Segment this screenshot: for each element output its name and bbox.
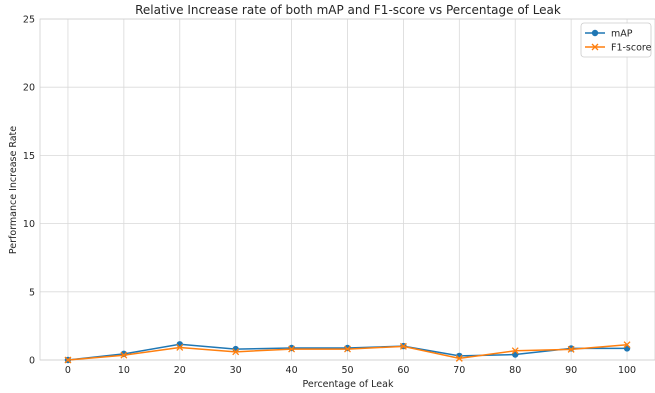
- grid-lines: [40, 18, 655, 361]
- x-tick-label: 70: [453, 365, 465, 376]
- data-point: [399, 342, 407, 350]
- data-point: [344, 344, 351, 352]
- plot-frame: [39, 18, 655, 361]
- x-tick-label: 40: [286, 365, 298, 376]
- data-point: [567, 345, 575, 352]
- x-axis-label: Percentage of Leak: [303, 379, 394, 390]
- y-axis-label: Performance Increase Rate: [8, 126, 19, 254]
- x-axis-ticks: 0 10 20 30 40 50 60 70 80 90 100: [65, 365, 636, 376]
- legend-marker: [591, 43, 599, 51]
- x-tick-label: 80: [509, 365, 521, 376]
- legend-marker: [591, 29, 599, 37]
- x-tick-label: 30: [230, 365, 242, 376]
- y-tick-label: 25: [23, 15, 35, 26]
- series-f1-score: [64, 341, 631, 364]
- data-point: [232, 348, 240, 356]
- legend-label: F1-score: [611, 43, 652, 54]
- data-point: [64, 356, 72, 364]
- y-tick-label: 0: [29, 356, 35, 367]
- legend-items: mAP F1-score: [585, 29, 652, 54]
- y-tick-label: 10: [23, 219, 35, 230]
- data-point: [120, 351, 128, 359]
- legend-label: mAP: [611, 29, 633, 40]
- y-tick-label: 20: [23, 83, 35, 94]
- y-tick-label: 5: [29, 287, 35, 298]
- x-tick-label: 90: [565, 365, 577, 376]
- series-layer: [64, 341, 631, 364]
- y-axis-ticks: 0 5 10 15 20 25: [23, 15, 35, 367]
- y-tick-label: 15: [23, 151, 35, 162]
- data-point: [288, 344, 295, 352]
- data-point: [567, 345, 575, 353]
- data-point: [455, 354, 463, 362]
- legend-box: [580, 22, 652, 58]
- data-point: [288, 345, 296, 353]
- x-tick-label: 100: [618, 365, 636, 376]
- chart-title: Relative Increase rate of both mAP and F…: [135, 3, 561, 17]
- data-point: [623, 341, 631, 349]
- x-tick-label: 10: [118, 365, 130, 376]
- data-point: [511, 347, 519, 355]
- x-tick-label: 0: [65, 365, 71, 376]
- x-tick-label: 50: [341, 365, 353, 376]
- data-point: [344, 345, 351, 353]
- legend: mAP F1-score: [580, 22, 652, 58]
- data-point: [176, 343, 184, 351]
- x-tick-label: 20: [174, 365, 186, 376]
- x-tick-label: 60: [397, 365, 409, 376]
